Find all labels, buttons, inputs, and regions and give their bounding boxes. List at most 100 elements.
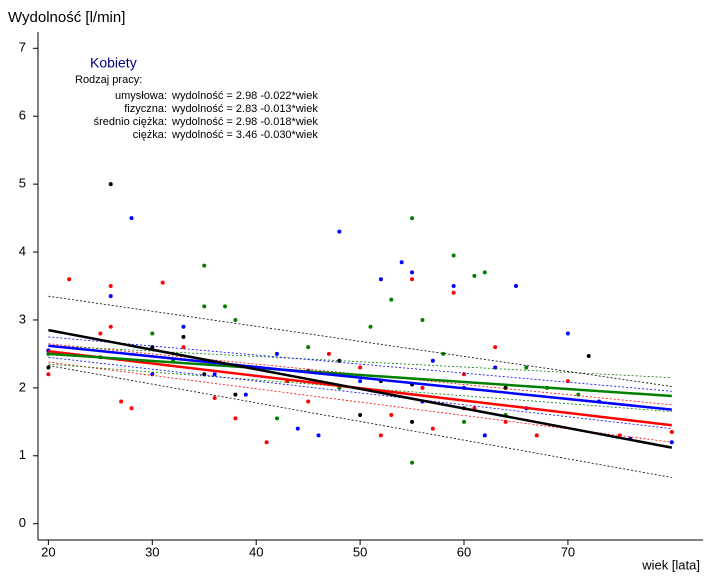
confidence-band [48, 345, 672, 379]
point [389, 413, 394, 418]
point [513, 284, 518, 288]
y-tick-label: 0 [19, 515, 26, 530]
point [233, 416, 238, 421]
point [430, 358, 435, 363]
point [358, 413, 363, 418]
point [358, 379, 363, 384]
x-axis-label: wiek [lata] [641, 557, 700, 572]
point [119, 399, 124, 404]
point [565, 331, 570, 336]
point [451, 290, 456, 295]
x-tick-label: 70 [561, 544, 575, 559]
point [46, 365, 51, 370]
x-tick-label: 40 [249, 544, 263, 559]
legend-label: ciężka: [133, 129, 167, 141]
point [233, 317, 238, 322]
point [410, 216, 415, 221]
point [306, 345, 311, 350]
point [108, 182, 113, 187]
point [202, 304, 207, 309]
point [181, 324, 186, 329]
point [451, 284, 456, 288]
point [410, 419, 415, 424]
point [420, 385, 425, 390]
point [482, 270, 487, 275]
point [378, 277, 383, 282]
legend-equation: wydolność = 2.83 -0.013*wiek [171, 103, 318, 115]
point [243, 392, 248, 397]
legend-title: Rodzaj pracy: [75, 74, 142, 86]
point [420, 317, 425, 322]
point [399, 260, 404, 265]
point [472, 273, 477, 278]
x-tick-label: 20 [41, 544, 55, 559]
y-tick-label: 1 [19, 447, 26, 462]
point [202, 263, 207, 268]
point [586, 353, 591, 358]
point [108, 294, 113, 299]
y-tick-label: 5 [19, 176, 26, 191]
regression-line [48, 328, 673, 449]
point [337, 358, 342, 363]
point [534, 433, 539, 438]
point [295, 426, 300, 431]
point [274, 351, 279, 356]
x-tick-label: 30 [145, 544, 159, 559]
point [160, 280, 165, 285]
point [410, 277, 415, 282]
point [274, 416, 279, 421]
y-tick-label: 3 [19, 311, 26, 326]
point [108, 284, 113, 288]
point [337, 229, 342, 234]
point [212, 372, 217, 377]
point [316, 433, 321, 438]
point [108, 324, 113, 329]
subtitle: Kobiety [90, 55, 137, 71]
point [306, 399, 311, 404]
point [669, 430, 674, 435]
point [410, 460, 415, 465]
confidence-band [48, 356, 672, 430]
legend-label: średnio ciężka: [94, 116, 167, 128]
point [181, 334, 186, 339]
confidence-band [48, 295, 672, 387]
point [223, 304, 228, 309]
point [212, 396, 217, 401]
point [150, 331, 155, 336]
point [46, 372, 51, 377]
point [503, 385, 508, 390]
legend-label: fizyczna: [124, 103, 167, 115]
legend-equation: wydolność = 3.46 -0.030*wiek [171, 129, 318, 141]
point [410, 270, 415, 275]
y-tick-label: 4 [19, 243, 26, 258]
x-tick-label: 50 [353, 544, 367, 559]
point [482, 433, 487, 438]
regression-line [48, 352, 672, 398]
point [98, 331, 103, 336]
point [181, 345, 186, 350]
legend-equation: wydolność = 2.98 -0.022*wiek [171, 90, 318, 102]
point [358, 365, 363, 370]
point [67, 277, 72, 282]
legend-label: umysłowa: [115, 90, 167, 102]
point [493, 345, 498, 350]
y-tick-label: 7 [19, 40, 26, 55]
y-tick-label: 2 [19, 379, 26, 394]
point [451, 253, 456, 258]
point [129, 216, 134, 221]
x-tick-label: 60 [457, 544, 471, 559]
point [430, 426, 435, 431]
point [129, 406, 134, 411]
point [462, 419, 467, 424]
point [264, 440, 269, 445]
y-tick-label: 6 [19, 108, 26, 123]
confidence-band [48, 361, 672, 443]
chart-title: Wydolność [l/min] [8, 9, 125, 26]
point [326, 351, 331, 356]
confidence-band [48, 336, 672, 392]
point [389, 297, 394, 302]
point [503, 419, 508, 424]
point [378, 433, 383, 438]
point [368, 324, 373, 329]
